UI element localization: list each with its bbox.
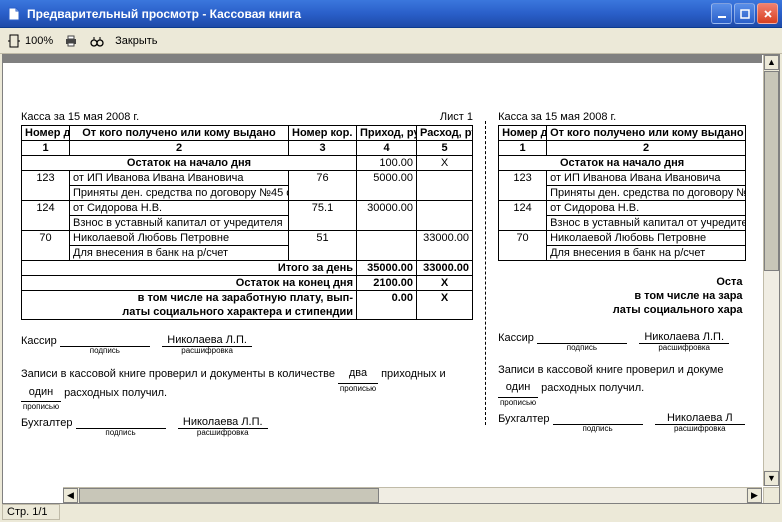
accountant-label: Бухгалтер — [21, 417, 72, 429]
status-page: Стр. 1/1 — [2, 504, 60, 520]
toolbar-close-label: Закрыть — [115, 35, 157, 47]
window-buttons — [711, 3, 778, 24]
coln-2: 2 — [70, 141, 289, 156]
check-text: Записи в кассовой книге проверил и докум… — [21, 365, 473, 402]
th-out: Расход, руб. коп. — [417, 126, 473, 141]
salary-in: 0.00 — [357, 291, 417, 320]
cashier-signature-2: Кассир подпись Николаева Л.П.расшифровка — [498, 331, 746, 344]
table-row: 123 от ИП Иванова Ивана Ивановича 76 500… — [22, 171, 473, 186]
table-row: 123от ИП Иванова Ивана Ивановича — [499, 171, 746, 186]
day-total-in: 35000.00 — [357, 261, 417, 276]
preview-area: Касса за 15 мая 2008 г. Лист 1 Номер док… — [2, 54, 780, 504]
page-2: Касса за 15 мая 2008 г. Номер доку-мента… — [486, 71, 746, 435]
th-desc: От кого получено или кому выдано — [70, 126, 289, 141]
cashier-label: Кассир — [21, 335, 57, 347]
th-acc: Номер кор. счета, субсчета — [289, 126, 357, 141]
th-in: Приход, руб. коп. — [357, 126, 417, 141]
scroll-right-button[interactable]: ▶ — [747, 488, 762, 503]
find-button[interactable] — [89, 33, 105, 49]
page-1: Касса за 15 мая 2008 г. Лист 1 Номер док… — [3, 71, 483, 439]
coln-3: 3 — [289, 141, 357, 156]
cashier-signature: Кассир подпись Николаева Л.П.расшифровка — [21, 334, 473, 347]
scroll-up-button[interactable]: ▲ — [764, 55, 779, 70]
scroll-down-button[interactable]: ▼ — [764, 471, 779, 486]
binoculars-icon — [89, 33, 105, 49]
cashbook-table-2: Номер доку-мента От кого получено или ко… — [498, 125, 746, 317]
opening-in: 100.00 — [357, 156, 417, 171]
salary-label1: в том числе на заработную плату, вып- — [22, 291, 357, 306]
app-icon — [6, 6, 22, 22]
accountant-signature: Бухгалтер подпись Николаева Л.П.расшифро… — [21, 416, 473, 429]
document-viewport: Касса за 15 мая 2008 г. Лист 1 Номер док… — [3, 55, 762, 486]
printer-icon — [63, 33, 79, 49]
vscroll-thumb[interactable] — [764, 71, 779, 271]
minimize-button[interactable] — [711, 3, 732, 24]
window-title: Предварительный просмотр - Кассовая книг… — [27, 7, 711, 21]
day-total-out: 33000.00 — [417, 261, 473, 276]
window-titlebar: Предварительный просмотр - Кассовая книг… — [0, 0, 782, 28]
ruler-band — [3, 55, 762, 63]
scroll-corner — [763, 487, 779, 503]
pages-container: Касса за 15 мая 2008 г. Лист 1 Номер док… — [3, 63, 762, 447]
print-button[interactable] — [63, 33, 79, 49]
end-balance-out: X — [417, 276, 473, 291]
toolbar-close-button[interactable]: Закрыть — [115, 35, 157, 47]
toolbar: 100% Закрыть — [0, 28, 782, 54]
salary-out: X — [417, 291, 473, 320]
opening-out: X — [417, 156, 473, 171]
opening-label: Остаток на начало дня — [22, 156, 357, 171]
hscroll-track[interactable] — [79, 488, 746, 503]
end-balance-in: 2100.00 — [357, 276, 417, 291]
cashbook-table: Номер доку-мента От кого получено или ко… — [21, 125, 473, 320]
th-num: Номер доку-мента — [22, 126, 70, 141]
maximize-button[interactable] — [734, 3, 755, 24]
close-button[interactable] — [757, 3, 778, 24]
zoom-value: 100% — [25, 35, 53, 47]
horizontal-scrollbar[interactable]: ◀ ▶ — [63, 487, 762, 503]
day-total-label: Итого за день — [22, 261, 357, 276]
page-width-icon — [6, 33, 22, 49]
coln-5: 5 — [417, 141, 473, 156]
sheet-label: Лист 1 — [440, 111, 473, 123]
scroll-left-button[interactable]: ◀ — [63, 488, 78, 503]
zoom-tool[interactable]: 100% — [6, 33, 53, 49]
coln-4: 4 — [357, 141, 417, 156]
statusbar: Стр. 1/1 — [2, 504, 780, 520]
table-row: 124 от Сидорова Н.В. 75.1 30000.00 — [22, 201, 473, 216]
hscroll-thumb[interactable] — [79, 488, 379, 503]
table-row: 124от Сидорова Н.В. — [499, 201, 746, 216]
coln-1: 1 — [22, 141, 70, 156]
end-balance-label: Остаток на конец дня — [22, 276, 357, 291]
vscroll-track[interactable] — [764, 71, 779, 470]
salary-label2: латы социального характера и стипендии — [22, 305, 357, 320]
vertical-scrollbar[interactable]: ▲ ▼ — [763, 55, 779, 486]
table-row: 70Николаевой Любовь Петровне — [499, 231, 746, 246]
check-text-2: Записи в кассовой книге проверил и докум… — [498, 362, 746, 398]
accountant-signature-2: Бухгалтер подпись Николаева Лрасшифровка — [498, 412, 746, 425]
date-label: Касса за 15 мая 2008 г. — [21, 111, 139, 123]
date-label-2: Касса за 15 мая 2008 г. — [498, 111, 616, 123]
table-row: 70 Николаевой Любовь Петровне 51 33000.0… — [22, 231, 473, 246]
